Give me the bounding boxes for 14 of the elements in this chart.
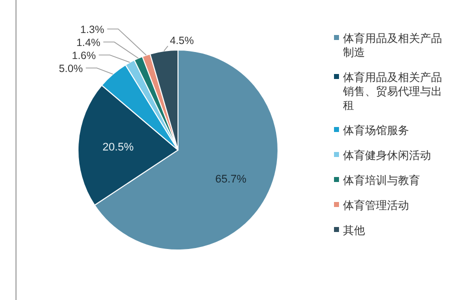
data-label: 5.0% xyxy=(58,63,83,75)
legend-label: 体育用品及相关产品销售、贸易代理与出租 xyxy=(342,71,442,112)
legend-label: 体育健身休闲活动 xyxy=(343,149,431,162)
data-label: 4.5% xyxy=(170,35,194,47)
data-label: 20.5% xyxy=(102,141,134,154)
data-label: 65.7% xyxy=(215,173,247,186)
data-label: 1.3% xyxy=(80,24,104,36)
legend-label: 体育用品及相关产品制造 xyxy=(343,32,442,59)
legend-label: 其他 xyxy=(343,224,365,237)
data-label: 1.6% xyxy=(72,50,96,62)
legend-label: 体育管理活动 xyxy=(343,199,409,212)
legend-label: 体育场馆服务 xyxy=(343,124,409,137)
legend-label: 体育培训与教育 xyxy=(343,174,420,187)
data-label: 1.4% xyxy=(76,37,100,49)
